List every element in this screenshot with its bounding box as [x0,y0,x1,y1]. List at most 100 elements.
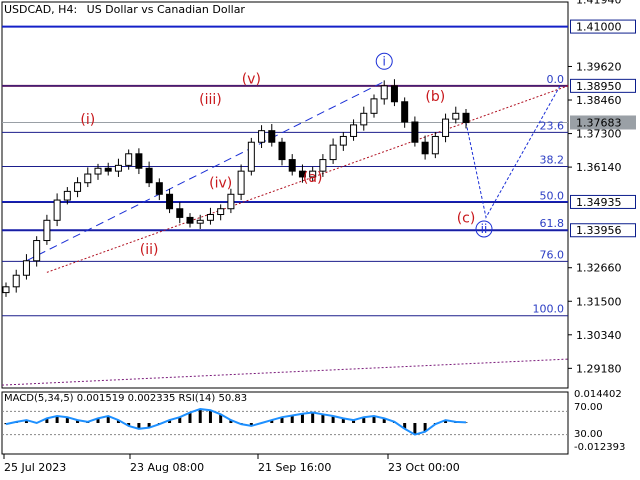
fib-level-label: 23.6 [540,119,565,132]
candle-body [63,190,71,201]
price-tag-inner [571,195,635,208]
candle-body [237,170,245,195]
price-axis: 1.41940 1.39620 1.38460 1.37300 1.36140 1.326… [568,0,622,375]
candle-body [298,170,306,178]
price-tick-label: 1.32660 [576,262,622,275]
fib-level-label: 0.0 [547,73,565,86]
indicator-axis-label: 0.014402 [574,389,622,400]
fib-level-label: 76.0 [540,248,565,261]
price-tag-label: 1.33956 [576,224,622,237]
candle-body [319,159,327,172]
price-tick-label: 1.31500 [576,295,622,308]
candle-body [135,153,143,169]
candle-body [462,112,470,124]
candle-body [227,193,235,210]
price-tick-label: 1.38460 [576,94,622,107]
price-tag-label: 1.34935 [576,196,622,209]
current-price-label: 1.37683 [576,116,622,129]
chart-header: USDCAD, H4: US Dollar vs Canadian Dollar [4,3,251,16]
candle-body [360,112,368,126]
candle-body [278,141,286,161]
wave-circle [475,220,493,238]
candle-body [442,118,450,137]
indicator-header: MACD(5,34,5) 0.001519 0.002335 RSI(14) 5… [4,393,248,404]
candle-body [258,130,266,143]
candle-body [401,101,409,123]
wave-labels: (i)(ii)(iii)(iv)(v)(a)(b)(c)iii [80,52,493,258]
candle-body [53,199,61,221]
price-tag-inner [571,79,635,92]
candle-body [217,208,225,216]
price-tick-label: 1.41940 [576,0,622,6]
candle-body [176,208,184,218]
wave-label: (iii) [199,92,222,108]
indicator-axis-label: 70.00 [574,402,603,413]
candle-body [43,219,51,242]
candle-body [114,164,122,172]
candle-body [411,121,419,143]
price-tag-inner [571,224,635,237]
price-tick-label: 1.30340 [576,329,622,342]
fibonacci-levels: 0.0 23.6 38.2 50.0 61.8 76.0 100.0 [2,73,568,317]
candle-body [12,274,20,288]
candle-body [196,219,204,224]
symbol-timeframe: USDCAD, H4: [4,3,78,16]
candle-body [370,98,378,114]
indicator-axis-label: -0.012393 [574,442,625,453]
wave-label: (ii) [140,242,159,258]
fib-level-label: 100.0 [533,303,565,316]
candle-body [350,124,358,137]
candle-body [206,214,214,221]
time-tick-label: 23 Aug 08:00 [130,461,204,474]
candle-body [2,286,10,294]
indicator-plot-border [1,391,569,455]
wave-label: (c) [457,210,476,226]
wave-label: (v) [242,72,261,88]
candle-body [390,85,398,103]
candle-body [125,153,133,166]
candle-body [339,135,347,146]
candle-body [94,167,102,175]
candle-body [104,167,112,172]
candle-body [288,159,296,172]
lower-channel-line [46,85,569,273]
wave-label: (a) [303,170,323,186]
candlestick-series [2,79,470,297]
time-tick-label: 23 Oct 00:00 [388,461,460,474]
candle-body [186,216,194,224]
price-tick-label: 1.29180 [576,362,622,375]
candle-body [309,170,317,178]
long-trend-line [1,358,569,386]
candle-body [33,240,41,262]
time-tick-label: 25 Jul 2023 [4,461,66,474]
candle-body [166,193,174,210]
candle-body [329,144,337,161]
candle-body [421,141,429,155]
candle-body [84,173,92,184]
current-price-tag [570,115,636,130]
candle-body [431,135,439,155]
wave-circle [375,52,393,70]
indicator-axis-label: 30.00 [574,429,603,440]
wave-circle-label: i [383,54,386,68]
candle-body [247,141,255,172]
main-plot-border [1,1,569,389]
wave-circle-label: ii [481,222,488,236]
fib-level-label: 50.0 [540,189,565,202]
time-tick-label: 21 Sep 16:00 [258,461,331,474]
time-axis: 25 Jul 2023 23 Aug 08:00 21 Sep 16:00 23 Oc… [3,454,460,474]
candle-body [74,182,82,192]
main-plot-frame [1,1,569,455]
candle-body [380,85,388,100]
price-tick-label: 1.37300 [576,128,622,141]
symbol-description: US Dollar vs Canadian Dollar [86,3,245,16]
forecast-path [465,85,561,219]
fib-level-label: 61.8 [540,217,565,230]
wave-label: (iv) [209,176,232,192]
price-tag-inner [571,20,635,33]
wave-label: (b) [425,89,445,105]
rsi-line [5,408,467,436]
wave-channels [1,81,569,386]
price-tag-label: 1.41000 [576,21,622,34]
fib-level-label: 38.2 [540,154,565,167]
